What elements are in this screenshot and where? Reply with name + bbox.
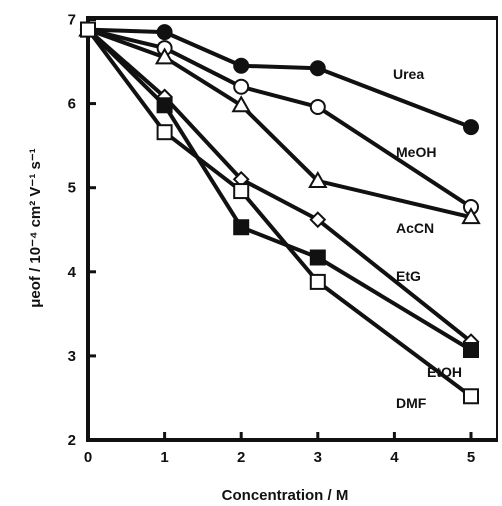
data-point-dmf <box>309 273 326 290</box>
data-markers <box>78 19 481 405</box>
x-tick-label: 2 <box>237 449 245 466</box>
data-point-dmf <box>463 388 479 405</box>
y-tick-label: 6 <box>68 96 76 113</box>
data-point-urea <box>233 57 250 74</box>
y-tick-label: 5 <box>68 180 76 197</box>
data-point-dmf <box>80 21 96 38</box>
x-tick-label: 3 <box>314 449 322 466</box>
data-point-accn <box>154 47 175 65</box>
data-point-accn <box>461 207 481 225</box>
data-point-etoh <box>463 342 479 359</box>
data-point-meoh <box>233 78 250 95</box>
data-point-dmf <box>233 183 250 200</box>
x-tick-label: 1 <box>160 449 168 466</box>
series-label-accn: AcCN <box>396 220 434 236</box>
data-point-urea <box>156 24 173 41</box>
data-point-etoh <box>156 97 173 114</box>
data-point-etoh <box>233 219 250 236</box>
data-point-urea <box>309 60 326 77</box>
data-point-meoh <box>309 98 326 115</box>
series-label-urea: Urea <box>393 66 424 82</box>
y-axis-title: μeof / 10⁻⁴ cm² V⁻¹ s⁻¹ <box>27 148 44 308</box>
data-point-accn <box>231 95 251 113</box>
y-tick-label: 3 <box>68 348 76 365</box>
data-point-etoh <box>309 249 326 266</box>
data-point-accn <box>308 170 328 188</box>
axis-ticks: 0 1 2 3 4 5 2 3 4 5 6 7 <box>68 12 476 467</box>
series-line-accn <box>87 27 472 220</box>
x-tick-label: 0 <box>84 449 92 466</box>
data-point-etg <box>309 211 327 229</box>
series-lines <box>86 27 473 398</box>
series-label-dmf: DMF <box>396 395 427 411</box>
plot-frame <box>86 16 498 442</box>
x-tick-label: 5 <box>467 449 475 466</box>
x-axis-title: Concentration / M <box>222 487 349 504</box>
x-tick-label: 4 <box>390 449 399 466</box>
y-tick-label: 4 <box>68 264 77 281</box>
y-tick-label: 7 <box>68 12 76 29</box>
series-label-etoh: EtOH <box>427 364 462 380</box>
data-point-dmf <box>156 124 173 141</box>
data-point-urea <box>463 119 479 136</box>
series-label-etg: EtG <box>396 268 421 284</box>
series-line-meoh <box>87 27 473 209</box>
y-tick-label: 2 <box>68 432 76 449</box>
series-label-meoh: MeOH <box>396 144 436 160</box>
